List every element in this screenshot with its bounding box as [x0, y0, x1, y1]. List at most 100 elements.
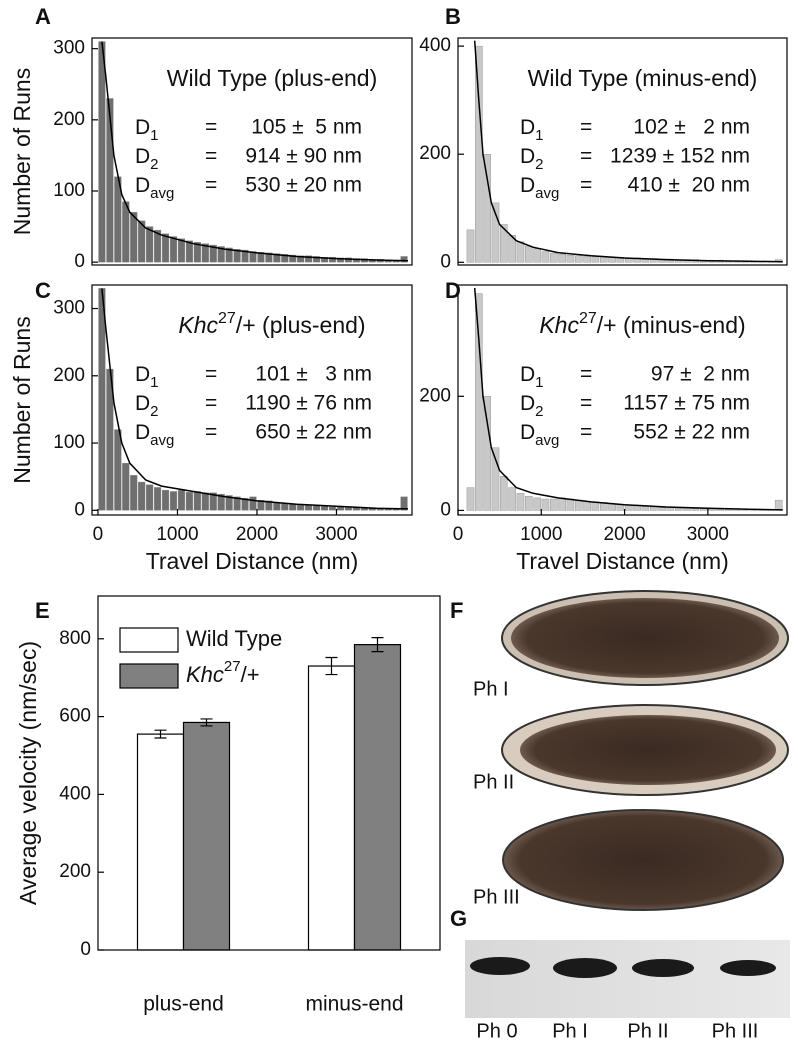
histogram-bar [281, 254, 289, 263]
histogram-bar [161, 233, 170, 263]
stat-symbol: D2 [135, 145, 159, 174]
histogram-bar [400, 256, 408, 263]
histogram-bar [516, 493, 525, 511]
histogram-bar [716, 509, 725, 511]
stat-symbol-part: D [135, 145, 150, 168]
fit-curve [101, 288, 409, 510]
histogram-bar [257, 251, 265, 263]
panel-title-part: Khc [178, 312, 218, 338]
histogram-bar [297, 255, 305, 263]
stat-symbol: D1 [520, 116, 544, 145]
histogram-bar [257, 500, 265, 511]
histogram-bar [305, 504, 313, 511]
legend-label-part: /+ [241, 662, 260, 687]
bar [353, 644, 402, 951]
stat-subscript: 2 [535, 403, 543, 420]
stat-subscript: 1 [535, 374, 543, 391]
histogram-bar [233, 496, 241, 511]
histogram-bar [185, 491, 193, 511]
stat-symbol: D2 [135, 392, 159, 421]
histogram-bar [533, 248, 541, 263]
histogram-bar [550, 252, 558, 263]
stat-equals: = [205, 363, 217, 386]
plot-frame [97, 595, 441, 951]
y-tick-label: 100 [53, 432, 85, 453]
histogram-bar [265, 500, 273, 511]
stat-equals: = [205, 145, 217, 168]
blot-band [632, 959, 694, 977]
panel-letter: F [450, 598, 463, 623]
stat-subscript: avg [150, 432, 174, 449]
stat-equals: = [205, 392, 217, 415]
y-tick-label: 400 [419, 35, 451, 56]
panel-title: Wild Type (plus-end) [167, 65, 378, 91]
histogram-bar [130, 212, 138, 263]
y-tick-label: 100 [53, 180, 85, 201]
panel-title: Khc27/+ (minus-end) [539, 310, 745, 338]
histogram-bar [154, 487, 162, 511]
y-tick-label: 0 [80, 939, 91, 960]
panel-letter: E [35, 598, 50, 623]
stat-symbol-part: D [135, 174, 150, 197]
histogram-bar [558, 253, 566, 263]
stat-symbol-part: D [135, 392, 150, 415]
histogram-bar [185, 240, 193, 263]
stat-symbol: D1 [520, 363, 544, 392]
stat-symbol-part: D [520, 116, 535, 139]
histogram-bar [320, 256, 329, 263]
histogram-bar [616, 504, 625, 511]
fit-curve [473, 287, 783, 511]
y-tick-label: 0 [74, 251, 85, 272]
stage-label: Ph I [473, 678, 509, 700]
histogram-bar [466, 229, 475, 263]
histogram-bar [491, 447, 500, 511]
histogram-bar [177, 238, 186, 263]
histogram-bar [209, 492, 217, 511]
histogram-bar [98, 288, 106, 511]
y-tick-label: 200 [53, 109, 85, 130]
y-tick-label: 400 [59, 783, 91, 804]
stat-symbol: Davg [520, 174, 559, 203]
stat-equals: = [580, 363, 592, 386]
lane-label: Ph II [627, 1020, 668, 1042]
histogram-bar [217, 493, 225, 511]
blot-membrane [465, 940, 790, 1018]
histogram-bar [305, 255, 313, 263]
histogram-bar [666, 507, 675, 511]
histogram-bar [641, 506, 650, 511]
embryo-yolk [520, 715, 776, 785]
panel-letter: C [35, 278, 51, 303]
histogram-bar [500, 475, 508, 511]
bar [182, 721, 231, 951]
plot-frame [91, 37, 413, 266]
y-tick-label: 200 [419, 385, 451, 406]
panel-letter: B [445, 4, 461, 29]
x-tick-label: 2000 [603, 524, 645, 545]
histogram-bar [114, 429, 122, 511]
x-tick-label: 3000 [687, 524, 729, 545]
histogram-bar [525, 495, 533, 511]
y-tick-label: 600 [59, 706, 91, 727]
blot-band [553, 958, 617, 978]
histogram-bar [491, 202, 500, 263]
histogram-bar [699, 508, 708, 511]
histogram-bar [249, 496, 257, 511]
stat-symbol: D1 [135, 116, 159, 145]
embryo [502, 809, 784, 911]
x-tick-label: 3000 [315, 524, 357, 545]
stat-subscript: 2 [535, 156, 543, 173]
stat-symbol: D2 [520, 145, 544, 174]
legend-label-part: Khc [186, 662, 224, 687]
stat-equals: = [205, 116, 217, 139]
stage-label: Ph II [473, 771, 514, 793]
stat-symbol-part: D [520, 421, 535, 444]
x-tick-label: 0 [93, 524, 104, 545]
histogram-bar [575, 255, 583, 263]
plot-frame [457, 37, 788, 266]
histogram-bar [558, 497, 566, 511]
histogram-bar [154, 229, 162, 263]
legend-label: Wild Type [186, 626, 282, 651]
error-bar [154, 729, 167, 739]
histogram-bar [475, 293, 483, 511]
stat-symbol-part: D [135, 116, 150, 139]
